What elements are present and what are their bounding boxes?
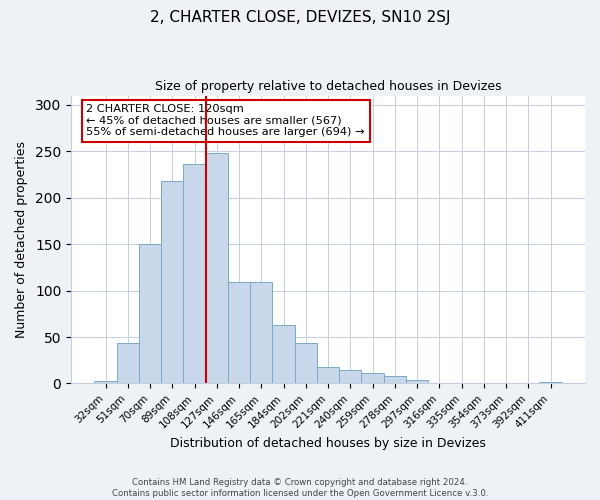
Bar (451, 382, 473, 384)
Bar (295, 342, 317, 384)
Bar (116, 342, 139, 384)
Bar (473, 382, 495, 384)
Bar (94, 380, 116, 384)
Text: Contains HM Land Registry data © Crown copyright and database right 2024.
Contai: Contains HM Land Registry data © Crown c… (112, 478, 488, 498)
Bar (272, 325, 295, 384)
Bar (383, 376, 406, 384)
Text: 2, CHARTER CLOSE, DEVIZES, SN10 2SJ: 2, CHARTER CLOSE, DEVIZES, SN10 2SJ (150, 10, 450, 25)
Bar (250, 282, 272, 384)
Bar (206, 153, 228, 384)
Bar (428, 382, 451, 384)
Bar (161, 181, 184, 384)
Bar (184, 164, 206, 384)
Bar (317, 367, 339, 384)
X-axis label: Distribution of detached houses by size in Devizes: Distribution of detached houses by size … (170, 437, 486, 450)
Bar (339, 370, 361, 384)
Y-axis label: Number of detached properties: Number of detached properties (15, 141, 28, 338)
Bar (406, 380, 428, 384)
Text: 2 CHARTER CLOSE: 120sqm
← 45% of detached houses are smaller (567)
55% of semi-d: 2 CHARTER CLOSE: 120sqm ← 45% of detache… (86, 104, 365, 138)
Bar (539, 382, 562, 384)
Bar (139, 244, 161, 384)
Bar (228, 282, 250, 384)
Title: Size of property relative to detached houses in Devizes: Size of property relative to detached ho… (155, 80, 502, 93)
Bar (361, 374, 383, 384)
